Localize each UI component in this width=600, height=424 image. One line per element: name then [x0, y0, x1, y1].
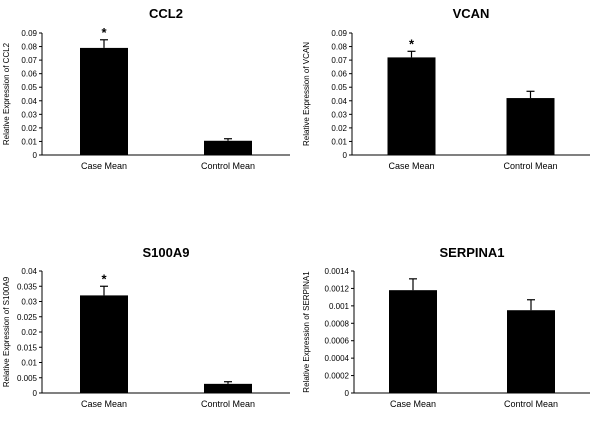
y-tick-label: 0.05 — [21, 83, 37, 92]
y-tick-label: 0.0008 — [325, 319, 350, 328]
y-axis-label: Relative Expression of S100A9 — [2, 276, 11, 387]
chart-serpina1: SERPINA1 Relative Expression of SERPINA1 0… — [302, 245, 590, 409]
x-category-label: Control Mean — [503, 161, 557, 171]
y-tick-label: 0.03 — [21, 110, 37, 119]
y-tick-label: 0.09 — [331, 29, 347, 38]
y-tick-label: 0.03 — [331, 110, 347, 119]
y-axis-label: Relative Expression of VCAN — [302, 42, 311, 146]
y-axis-label: Relative Expression of SERPINA1 — [302, 271, 311, 393]
bar-control-mean — [507, 310, 555, 393]
y-tick-label: 0.04 — [331, 97, 347, 106]
chart-panel-s100a9: S100A9 Relative Expression of S100A9 0 0.00… — [0, 225, 300, 424]
bar-case-mean — [80, 47, 128, 155]
chart-vcan: VCAN Relative Expression of VCAN 0 0.01 0.02… — [302, 6, 590, 171]
chart-panel-serpina1: SERPINA1 Relative Expression of SERPINA1 0… — [300, 225, 600, 424]
y-tick-label: 0.02 — [331, 124, 347, 133]
significance-marker: * — [101, 271, 107, 286]
y-tick-label: 0 — [343, 151, 348, 160]
y-tick-label: 0.01 — [21, 137, 37, 146]
x-category-label: Control Mean — [201, 161, 255, 171]
y-tick-label: 0.005 — [17, 374, 38, 383]
y-tick-label: 0.0006 — [325, 337, 350, 346]
y-tick-label: 0.07 — [21, 56, 37, 65]
y-tick-label: 0.06 — [21, 70, 37, 79]
y-tick-label: 0.0002 — [325, 372, 350, 381]
x-category-label: Case Mean — [388, 161, 434, 171]
chart-title: S100A9 — [143, 245, 190, 260]
y-tick-label: 0.001 — [329, 302, 350, 311]
x-category-label: Case Mean — [81, 161, 127, 171]
y-tick-label: 0.09 — [21, 29, 37, 38]
y-tick-label: 0.035 — [17, 282, 38, 291]
y-tick-label: 0 — [345, 389, 350, 398]
bar-case-mean — [80, 295, 128, 393]
chart-panel-vcan: VCAN Relative Expression of VCAN 0 0.01 0.02… — [300, 0, 600, 205]
x-category-label: Case Mean — [81, 399, 127, 409]
chart-title: VCAN — [453, 6, 490, 21]
x-category-label: Control Mean — [504, 399, 558, 409]
x-category-label: Control Mean — [201, 399, 255, 409]
significance-marker: * — [101, 25, 107, 40]
y-tick-label: 0.08 — [21, 43, 37, 52]
y-tick-label: 0.05 — [331, 83, 347, 92]
bar-control-mean — [204, 140, 252, 155]
chart-panel-ccl2: CCL2 Relative Expression of CCL2 0 0.01 0.02… — [0, 0, 300, 205]
y-tick-label: 0.015 — [17, 343, 38, 352]
y-axis-label: Relative Expression of CCL2 — [2, 42, 11, 145]
chart-title: SERPINA1 — [439, 245, 504, 260]
x-category-label: Case Mean — [390, 399, 436, 409]
y-tick-label: 0.07 — [331, 56, 347, 65]
y-tick-label: 0 — [33, 151, 38, 160]
y-tick-label: 0.0004 — [325, 354, 350, 363]
bar-case-mean — [389, 290, 437, 393]
chart-title: CCL2 — [149, 6, 183, 21]
significance-marker: * — [409, 36, 415, 51]
y-tick-label: 0 — [33, 389, 38, 398]
chart-s100a9: S100A9 Relative Expression of S100A9 0 0.00… — [2, 245, 290, 409]
y-tick-label: 0.08 — [331, 43, 347, 52]
y-tick-label: 0.02 — [21, 124, 37, 133]
y-tick-label: 0.06 — [331, 70, 347, 79]
y-tick-label: 0.0014 — [325, 267, 350, 276]
bar-control-mean — [204, 383, 252, 393]
y-tick-label: 0.025 — [17, 313, 38, 322]
y-tick-label: 0.03 — [21, 298, 37, 307]
y-tick-label: 0.04 — [21, 97, 37, 106]
y-tick-label: 0.01 — [21, 359, 37, 368]
y-tick-label: 0.02 — [21, 328, 37, 337]
y-tick-label: 0.01 — [331, 137, 347, 146]
y-tick-label: 0.0012 — [325, 284, 350, 293]
chart-ccl2: CCL2 Relative Expression of CCL2 0 0.01 0.02… — [2, 6, 290, 171]
bar-case-mean — [387, 57, 436, 155]
bar-control-mean — [506, 98, 555, 155]
y-tick-label: 0.04 — [21, 267, 37, 276]
